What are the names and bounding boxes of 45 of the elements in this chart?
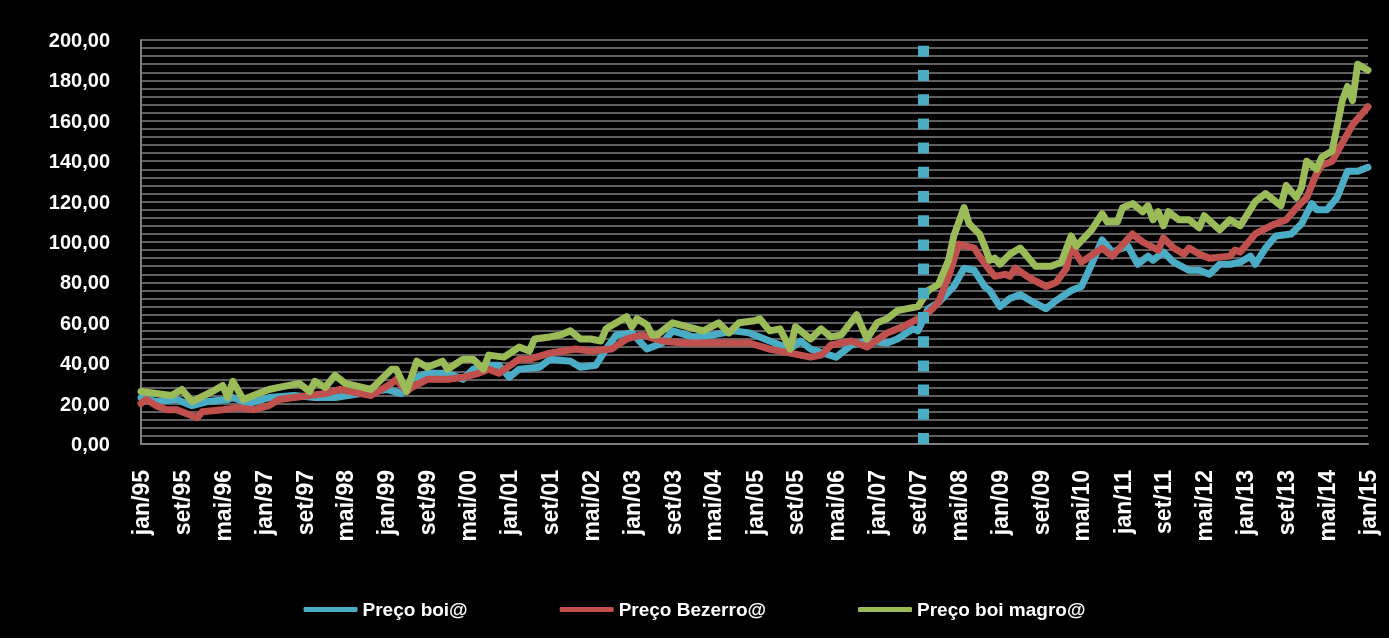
x-tick-label: mai/96	[209, 470, 236, 542]
x-tick-label: jan/11	[1109, 469, 1136, 535]
x-tick-label: mai/06	[823, 470, 850, 542]
x-tick-label: mai/10	[1068, 470, 1095, 542]
legend-label: Preço boi@	[362, 599, 468, 620]
y-tick-label: 20,00	[59, 392, 110, 415]
y-tick-label: 200,00	[48, 29, 110, 51]
y-tick-label: 0,00	[71, 433, 110, 455]
x-tick-label: mai/14	[1313, 469, 1340, 542]
x-tick-label: jan/03	[618, 470, 645, 537]
x-tick-label: set/99	[414, 470, 441, 536]
x-tick-label: jan/01	[496, 469, 523, 537]
legend-label: Preço Bezerro@	[618, 599, 767, 620]
x-tick-label: jan/95	[128, 469, 154, 537]
y-tick-label: 120,00	[48, 190, 110, 213]
x-tick-label: mai/98	[332, 469, 359, 542]
y-tick-label: 100,00	[48, 231, 110, 253]
x-tick-label: set/07	[905, 470, 932, 536]
x-tick-label: jan/05	[741, 469, 768, 537]
x-tick-label: set/13	[1273, 470, 1300, 536]
x-tick-label: mai/04	[700, 469, 727, 542]
x-tick-label: mai/00	[455, 470, 482, 542]
x-tick-label: mai/12	[1191, 470, 1218, 542]
x-tick-label: set/09	[1027, 470, 1054, 536]
y-tick-label: 40,00	[59, 352, 110, 375]
x-tick-label: jan/97	[250, 470, 277, 537]
x-tick-label: jan/07	[864, 470, 891, 537]
x-tick-label: jan/09	[986, 470, 1013, 537]
x-tick-label: jan/15	[1355, 469, 1381, 537]
x-tick-label: set/01	[537, 469, 563, 536]
x-tick-label: jan/13	[1232, 470, 1259, 537]
x-tick-label: mai/08	[945, 469, 972, 542]
y-tick-label: 80,00	[59, 271, 110, 294]
x-tick-label: set/95	[168, 469, 195, 536]
x-tick-label: set/11	[1150, 469, 1177, 534]
y-tick-label: 60,00	[59, 311, 110, 334]
x-tick-label: set/05	[782, 469, 809, 536]
x-tick-label: mai/02	[577, 470, 604, 542]
y-tick-label: 180,00	[48, 69, 110, 92]
legend-label: Preço boi magro@	[917, 599, 1086, 620]
y-tick-label: 140,00	[48, 150, 110, 173]
x-tick-label: jan/99	[373, 470, 400, 537]
x-tick-label: set/03	[659, 470, 686, 536]
x-tick-label: set/97	[291, 470, 318, 536]
y-tick-label: 160,00	[48, 109, 110, 132]
